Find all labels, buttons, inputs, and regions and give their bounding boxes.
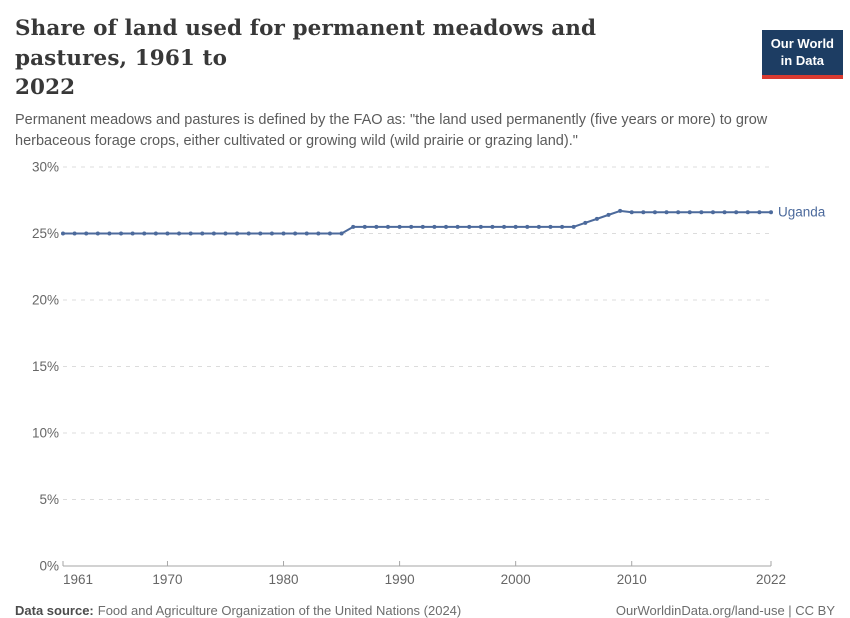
data-point[interactable] (362, 224, 367, 229)
x-axis-label: 2022 (756, 572, 786, 587)
chart-footer: Data source: Food and Agriculture Organiz… (15, 603, 835, 618)
y-axis-label: 30% (32, 160, 59, 175)
data-point[interactable] (536, 224, 541, 229)
data-point[interactable] (200, 231, 205, 236)
data-point[interactable] (548, 224, 553, 229)
data-point[interactable] (223, 231, 228, 236)
data-point[interactable] (710, 210, 715, 215)
data-point[interactable] (687, 210, 692, 215)
data-point[interactable] (61, 231, 65, 236)
y-axis-label: 20% (32, 293, 59, 308)
data-point[interactable] (618, 209, 623, 214)
data-point[interactable] (757, 210, 762, 215)
license-link[interactable]: OurWorldinData.org/land-use | CC BY (615, 603, 835, 618)
y-axis-label: 15% (32, 359, 59, 374)
x-axis-label: 2010 (617, 572, 647, 587)
data-point[interactable] (351, 224, 356, 229)
data-point[interactable] (444, 224, 449, 229)
data-point[interactable] (734, 210, 739, 215)
data-point[interactable] (95, 231, 100, 236)
data-point[interactable] (467, 224, 472, 229)
data-point[interactable] (699, 210, 704, 215)
data-point[interactable] (513, 224, 518, 229)
y-axis-label: 0% (39, 559, 59, 574)
data-point[interactable] (269, 231, 274, 236)
data-point[interactable] (455, 224, 460, 229)
data-point[interactable] (153, 231, 158, 236)
line-chart-area[interactable]: 0% 5% 10% 15% 20% 25% 30% 1961 1970 1980 1990 2000 2… (15, 152, 850, 596)
uganda-label: Uganda (778, 205, 826, 220)
data-point[interactable] (432, 224, 437, 229)
data-point[interactable] (119, 231, 124, 236)
data-point[interactable] (211, 231, 216, 236)
data-point[interactable] (490, 224, 495, 229)
data-point[interactable] (304, 231, 309, 236)
data-point[interactable] (664, 210, 669, 215)
data-point[interactable] (583, 220, 588, 225)
y-axis-label: 5% (39, 492, 59, 507)
data-point[interactable] (130, 231, 135, 236)
data-point[interactable] (281, 231, 286, 236)
page-title-line1: Share of land used for permanent meadows… (15, 16, 597, 71)
data-point[interactable] (676, 210, 681, 215)
data-point[interactable] (385, 224, 390, 229)
data-source: Data source: Food and Agriculture Organiz… (15, 603, 461, 618)
x-axis-label: 2000 (501, 572, 531, 587)
data-point[interactable] (339, 231, 344, 236)
data-point[interactable] (107, 231, 112, 236)
data-point[interactable] (606, 213, 611, 218)
y-axis-label: 10% (32, 426, 59, 441)
data-point[interactable] (420, 224, 425, 229)
data-source-text: Food and Agriculture Organization of the… (97, 603, 462, 618)
data-point[interactable] (560, 224, 565, 229)
data-point[interactable] (177, 231, 182, 236)
chart-subtitle: Permanent meadows and pastures is define… (15, 111, 768, 149)
data-point[interactable] (316, 231, 321, 236)
data-point[interactable] (246, 231, 251, 236)
data-point[interactable] (594, 216, 599, 221)
data-point[interactable] (409, 224, 414, 229)
chart-page: Share of land used for permanent meadows… (0, 14, 850, 618)
data-point[interactable] (722, 210, 727, 215)
x-axis-label: 1970 (152, 572, 182, 587)
data-point[interactable] (84, 231, 89, 236)
owid-logo-line1: Our World (770, 36, 834, 51)
x-axis-label: 1990 (385, 572, 415, 587)
data-point[interactable] (142, 231, 147, 236)
data-point[interactable] (652, 210, 657, 215)
x-axis-label: 1961 (63, 572, 93, 587)
data-point[interactable] (502, 224, 507, 229)
data-source-label: Data source: (15, 603, 94, 618)
uganda-line[interactable] (63, 210, 771, 235)
data-point[interactable] (327, 231, 332, 236)
owid-logo[interactable]: Our World in Data (761, 30, 843, 79)
data-point[interactable] (397, 224, 402, 229)
data-point[interactable] (293, 231, 298, 236)
x-axis-label: 1980 (269, 572, 299, 587)
data-point[interactable] (769, 210, 773, 215)
data-point[interactable] (525, 224, 530, 229)
data-point[interactable] (188, 231, 193, 236)
owid-logo-line2: in Data (780, 52, 825, 68)
data-point[interactable] (478, 224, 483, 229)
data-point[interactable] (165, 231, 170, 236)
page-title-line2: 2022 (15, 75, 76, 101)
data-point[interactable] (235, 231, 240, 236)
data-point[interactable] (629, 210, 634, 215)
data-point[interactable] (745, 210, 750, 215)
y-axis-label: 25% (32, 226, 59, 241)
data-point[interactable] (641, 210, 646, 215)
data-point[interactable] (258, 231, 263, 236)
data-point[interactable] (72, 231, 77, 236)
page-title: Share of land used for permanent meadows… (15, 14, 715, 103)
data-point[interactable] (571, 224, 576, 229)
data-point[interactable] (374, 224, 379, 229)
